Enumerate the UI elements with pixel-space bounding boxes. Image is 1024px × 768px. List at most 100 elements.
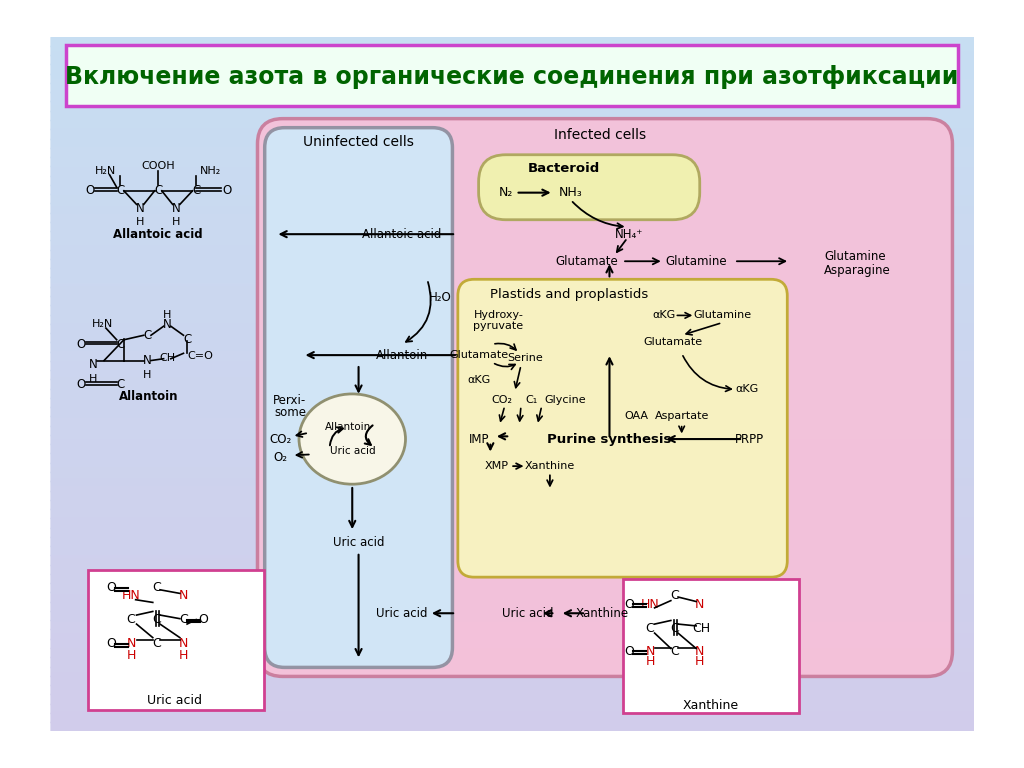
FancyBboxPatch shape — [257, 118, 952, 677]
Text: HN: HN — [122, 589, 140, 601]
Text: CO₂: CO₂ — [490, 396, 512, 406]
Text: H₂N: H₂N — [95, 166, 117, 176]
Text: C: C — [179, 613, 187, 626]
Text: C: C — [670, 622, 679, 635]
Text: C: C — [152, 581, 161, 594]
Text: some: some — [274, 406, 306, 419]
Text: Perxi-: Perxi- — [273, 394, 306, 407]
Bar — [88, 570, 264, 710]
Text: Включение азота в органические соединения при азотфиксации: Включение азота в органические соединени… — [66, 65, 958, 89]
Bar — [67, 45, 957, 106]
Text: O: O — [222, 184, 231, 197]
Text: Hydroxy-: Hydroxy- — [473, 310, 523, 320]
Text: PRPP: PRPP — [735, 432, 764, 445]
Text: O: O — [76, 338, 85, 351]
Text: O: O — [76, 379, 85, 392]
Text: O: O — [625, 598, 634, 611]
FancyBboxPatch shape — [458, 280, 787, 577]
Text: O₂: O₂ — [273, 451, 287, 464]
Text: NH₃: NH₃ — [559, 186, 583, 199]
Text: C: C — [143, 329, 152, 342]
Text: H: H — [89, 373, 97, 383]
Text: N: N — [143, 354, 152, 367]
Text: C: C — [646, 622, 654, 635]
Text: IMP: IMP — [469, 432, 489, 445]
Text: αKG: αKG — [652, 310, 675, 320]
Text: Glutamate: Glutamate — [643, 337, 702, 347]
Text: Allantoic acid: Allantoic acid — [362, 227, 441, 240]
FancyBboxPatch shape — [478, 154, 699, 220]
Text: C: C — [670, 589, 679, 601]
Text: C: C — [116, 338, 124, 351]
Text: αKG: αKG — [467, 376, 490, 386]
Text: N₂: N₂ — [499, 186, 513, 199]
Text: H: H — [143, 370, 152, 380]
Text: Asparagine: Asparagine — [824, 263, 891, 276]
Text: pyruvate: pyruvate — [473, 321, 523, 331]
Text: H: H — [695, 656, 705, 668]
Text: O: O — [106, 581, 116, 594]
Text: O: O — [85, 184, 94, 197]
Text: N: N — [172, 203, 180, 215]
Text: CH: CH — [692, 622, 711, 635]
Text: H: H — [136, 217, 144, 227]
Text: N: N — [136, 203, 144, 215]
Text: αKG: αKG — [735, 385, 759, 395]
Text: C: C — [116, 184, 124, 197]
Text: C: C — [116, 379, 124, 392]
Text: H₂O: H₂O — [429, 291, 452, 304]
Text: NH₄⁺: NH₄⁺ — [615, 227, 643, 240]
Text: Glutamine: Glutamine — [693, 310, 752, 320]
Text: Bacteroid: Bacteroid — [528, 162, 600, 175]
Text: CO₂: CO₂ — [269, 432, 291, 445]
Text: Xanthine: Xanthine — [683, 699, 738, 712]
Text: N: N — [645, 644, 654, 657]
Text: Uric acid: Uric acid — [376, 607, 428, 620]
Text: Aspartate: Aspartate — [654, 412, 709, 422]
Text: C: C — [152, 637, 161, 650]
Text: O: O — [199, 613, 208, 626]
Text: C: C — [127, 613, 135, 626]
Text: Infected cells: Infected cells — [554, 128, 646, 142]
Text: CH: CH — [159, 353, 175, 362]
Text: O: O — [106, 637, 116, 650]
Text: C: C — [154, 184, 163, 197]
Text: Glutamate: Glutamate — [556, 255, 618, 268]
Text: OAA: OAA — [625, 412, 648, 422]
Text: H: H — [126, 649, 136, 662]
Text: Allantoin: Allantoin — [376, 349, 428, 362]
Text: N: N — [179, 589, 188, 601]
Text: H: H — [645, 656, 654, 668]
Text: C₁: C₁ — [525, 396, 538, 406]
Text: N: N — [695, 644, 705, 657]
Text: O: O — [625, 644, 634, 657]
Text: Uric acid: Uric acid — [333, 536, 384, 549]
Text: Glutamine: Glutamine — [666, 255, 727, 268]
Text: N: N — [89, 358, 97, 371]
Ellipse shape — [299, 394, 406, 484]
Text: Purine synthesis: Purine synthesis — [547, 432, 672, 445]
Text: N: N — [695, 598, 705, 611]
Text: N: N — [163, 318, 172, 331]
Text: N: N — [179, 637, 188, 650]
Text: H: H — [179, 649, 188, 662]
Text: Glycine: Glycine — [545, 396, 586, 406]
Text: N: N — [126, 637, 136, 650]
Text: C=O: C=O — [187, 351, 213, 361]
Text: Uric acid: Uric acid — [146, 694, 202, 707]
Text: Xanthine: Xanthine — [524, 461, 575, 471]
Text: Allantoin: Allantoin — [120, 390, 179, 403]
Text: Glutamine: Glutamine — [824, 250, 886, 263]
Text: C: C — [152, 613, 161, 626]
Text: Xanthine: Xanthine — [575, 607, 629, 620]
Text: C: C — [670, 644, 679, 657]
Text: Uric acid: Uric acid — [331, 445, 376, 455]
Text: H: H — [163, 310, 171, 320]
Text: HN: HN — [641, 598, 659, 611]
Text: Glutamate: Glutamate — [450, 350, 508, 360]
Bar — [623, 579, 799, 713]
Text: COOH: COOH — [141, 161, 175, 170]
Text: H: H — [172, 217, 180, 227]
Text: Plastids and proplastids: Plastids and proplastids — [490, 288, 648, 301]
Text: Uninfected cells: Uninfected cells — [303, 135, 414, 149]
